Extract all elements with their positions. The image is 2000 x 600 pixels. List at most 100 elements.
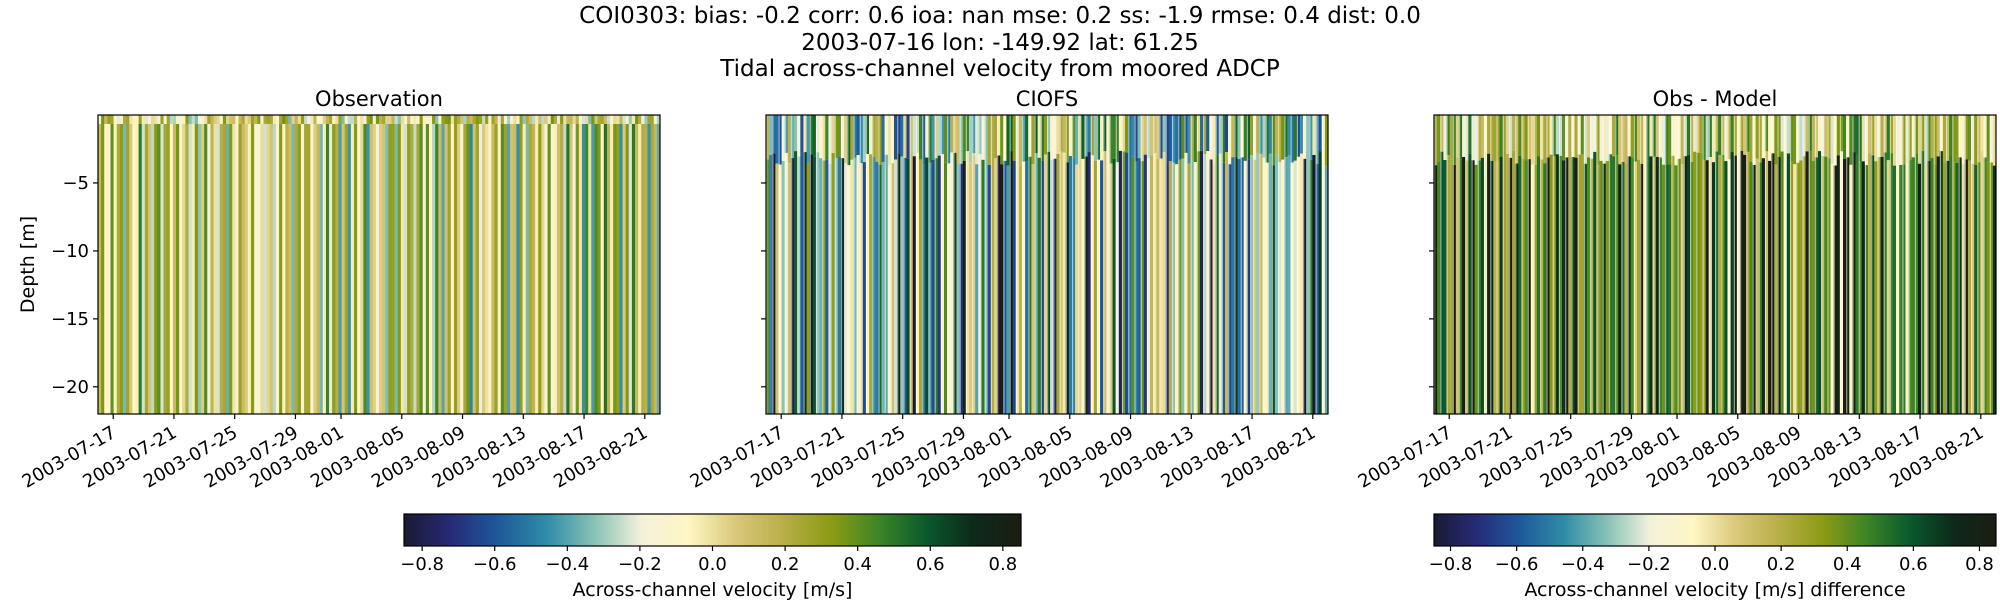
heatmap-cell-top: [1293, 115, 1298, 161]
heatmap-cell-top: [1480, 115, 1485, 158]
heatmap-cell: [1771, 153, 1775, 414]
colorbar-label: Across-channel velocity [m/s]: [573, 579, 853, 600]
heatmap-cell: [1555, 154, 1560, 414]
heatmap-cell-top: [1018, 115, 1023, 166]
heatmap-cell-top: [1992, 115, 1996, 166]
heatmap-gap: [1640, 115, 1642, 414]
heatmap-cell-top: [563, 115, 567, 124]
heatmap-cell-top: [413, 115, 418, 124]
heatmap-cell: [1914, 153, 1919, 414]
heatmap-gap: [828, 115, 830, 414]
heatmap-cell: [1256, 153, 1260, 414]
heatmap-cell: [1056, 154, 1061, 414]
heatmap-cell-top: [469, 115, 474, 124]
heatmap-gap: [1727, 115, 1729, 414]
heatmap-cell: [350, 123, 355, 414]
heatmap-cell: [279, 123, 283, 414]
heatmap-cell: [1546, 157, 1551, 414]
heatmap-gap: [1921, 115, 1923, 414]
heatmap-gap: [1483, 115, 1486, 414]
heatmap-gap: [1683, 115, 1685, 414]
heatmap-cell: [1858, 161, 1863, 414]
heatmap-cell-top: [494, 115, 499, 124]
heatmap-gap: [784, 115, 786, 414]
heatmap-cell-top: [1025, 115, 1029, 162]
heatmap-cell-top: [135, 115, 140, 124]
heatmap-cell-top: [1071, 115, 1076, 158]
heatmap-cell: [856, 154, 861, 414]
heatmap-cell: [1215, 154, 1220, 414]
heatmap-cell-top: [316, 115, 321, 124]
heatmap-gap: [1071, 115, 1074, 414]
heatmap-cell: [968, 162, 973, 414]
heatmap-cell: [794, 151, 798, 414]
heatmap-gap: [1715, 115, 1717, 414]
heatmap-cell: [1833, 165, 1838, 414]
heatmap-cell-top: [1646, 115, 1651, 161]
heatmap-cell: [1905, 163, 1910, 414]
heatmap-cell: [260, 123, 265, 414]
heatmap-cell: [229, 123, 233, 414]
heatmap-cell: [1084, 156, 1089, 414]
heatmap-cell-top: [1877, 115, 1882, 158]
heatmap-cell: [887, 165, 892, 414]
heatmap-cell: [1490, 160, 1494, 414]
heatmap-cell-top: [1309, 115, 1313, 160]
heatmap-cell: [500, 123, 505, 414]
heatmap-cell-top: [1649, 115, 1654, 157]
heatmap-cell: [244, 123, 249, 414]
heatmap-cell-top: [1930, 115, 1935, 159]
heatmap-cell: [1153, 153, 1157, 414]
heatmap-cell-top: [937, 115, 942, 156]
heatmap-cell-top: [1265, 115, 1270, 163]
heatmap-gap: [1871, 115, 1873, 414]
heatmap-cell-top: [122, 115, 127, 124]
heatmap-cell-top: [622, 115, 627, 124]
heatmap-gap: [1440, 115, 1442, 414]
heatmap-gap: [947, 115, 949, 414]
heatmap-cell-top: [1627, 115, 1632, 157]
heatmap-cell: [1184, 152, 1189, 414]
heatmap-gap: [1802, 115, 1804, 414]
heatmap-cell: [1505, 153, 1510, 414]
heatmap-cell: [1540, 159, 1544, 414]
heatmap-cell-top: [610, 115, 614, 124]
heatmap-cell: [578, 123, 583, 414]
heatmap-cell-top: [266, 115, 271, 124]
heatmap-cell-top: [1458, 115, 1463, 160]
heatmap-cell-top: [1112, 115, 1117, 159]
heatmap-gap: [1621, 115, 1623, 414]
heatmap-cell: [1246, 159, 1251, 414]
heatmap-cell-top: [831, 115, 836, 154]
heatmap-cell-top: [806, 115, 811, 163]
heatmap-cell-top: [360, 115, 364, 124]
heatmap-cell: [369, 123, 374, 414]
heatmap-cell-top: [1730, 115, 1735, 153]
heatmap-cell-top: [1811, 115, 1816, 161]
heatmap-cell-top: [1908, 115, 1913, 161]
heatmap-cell: [597, 123, 602, 414]
heatmap-cell-top: [1568, 115, 1572, 165]
heatmap-cell: [382, 123, 386, 414]
heatmap-cell: [385, 123, 389, 414]
heatmap-cell: [1671, 155, 1676, 414]
heatmap-cell: [1121, 151, 1126, 414]
heatmap-cell-top: [1680, 115, 1685, 165]
heatmap-gap: [1165, 115, 1167, 414]
heatmap-cell-top: [113, 115, 118, 124]
heatmap-cell: [1059, 151, 1064, 414]
heatmap-gap: [1533, 115, 1536, 414]
heatmap-cell: [475, 123, 480, 414]
y-tick-label: −5: [62, 173, 89, 194]
heatmap-cell-top: [1059, 115, 1064, 152]
heatmap-cell-top: [528, 115, 533, 124]
heatmap-cell-top: [906, 115, 911, 159]
colorbar-tick-label: −0.4: [1561, 554, 1605, 575]
colorbar-tick-label: −0.6: [1495, 554, 1539, 575]
heatmap-cell: [1452, 164, 1457, 414]
heatmap-cell: [1658, 157, 1663, 414]
heatmap-cell: [172, 123, 177, 414]
heatmap-cell: [1187, 163, 1192, 414]
heatmap-cell: [831, 153, 836, 414]
heatmap-cell-top: [940, 115, 945, 155]
